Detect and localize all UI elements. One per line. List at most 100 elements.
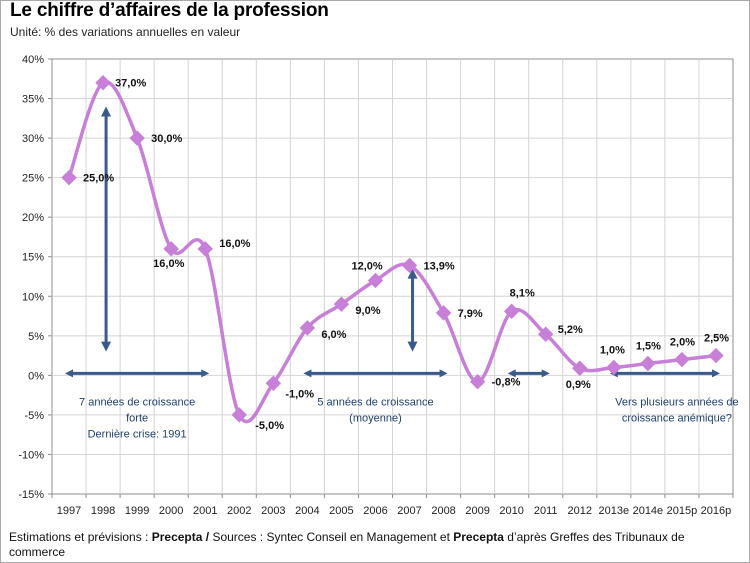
annotation-label: Vers plusieurs années de xyxy=(615,396,739,408)
chart-title: Le chiffre d’affaires de la profession xyxy=(10,0,329,21)
y-tick-label: -10% xyxy=(18,449,44,461)
annotation-arrowhead xyxy=(407,341,418,352)
y-tick-label: -15% xyxy=(18,489,44,501)
data-label: 25,0% xyxy=(83,173,114,185)
data-point xyxy=(640,355,656,372)
x-tick-label: 2013e xyxy=(599,505,630,517)
data-label: 9,0% xyxy=(355,305,380,317)
annotation-arrowhead xyxy=(407,268,418,279)
annotation-arrowhead xyxy=(439,369,448,378)
data-point xyxy=(503,303,520,320)
data-label: 1,0% xyxy=(600,344,625,356)
x-tick-label: 1997 xyxy=(57,505,81,517)
annotation-arrowhead xyxy=(101,106,112,117)
data-point xyxy=(572,360,588,376)
data-point xyxy=(299,320,316,336)
x-tick-label: 2014e xyxy=(633,505,664,517)
data-label: -1,0% xyxy=(285,388,314,400)
footer-slash: / xyxy=(202,530,213,544)
annotation-arrowhead xyxy=(65,369,74,378)
annotation-label: forte xyxy=(126,412,148,424)
data-label: 6,0% xyxy=(321,329,346,341)
data-point xyxy=(674,351,690,368)
x-tick-label: 2010 xyxy=(499,505,523,517)
y-tick-label: 35% xyxy=(22,94,44,106)
x-tick-label: 2016p xyxy=(701,505,732,517)
x-tick-label: 1999 xyxy=(125,505,149,517)
x-tick-label: 2009 xyxy=(465,505,489,517)
annotation-arrowhead xyxy=(507,369,516,378)
annotation-arrowhead xyxy=(101,341,112,352)
annotation-arrowhead xyxy=(201,369,210,378)
x-tick-label: 2001 xyxy=(193,505,217,517)
data-point xyxy=(606,359,622,376)
data-point xyxy=(367,272,384,289)
data-point xyxy=(197,241,213,257)
data-label: 0,9% xyxy=(566,379,591,391)
y-tick-label: 30% xyxy=(22,133,44,145)
footer-greffes-label: d’après Greffes des Tribunaux de commerc… xyxy=(9,530,685,559)
x-tick-label: 2007 xyxy=(397,505,421,517)
data-label: 37,0% xyxy=(115,78,146,90)
x-tick-label: 1998 xyxy=(91,505,115,517)
x-tick-label: 2012 xyxy=(568,505,592,517)
data-label: 8,1% xyxy=(510,287,535,299)
data-label: -5,0% xyxy=(255,420,284,432)
data-point xyxy=(435,305,452,321)
y-tick-label: 20% xyxy=(22,212,44,224)
x-tick-label: 2015p xyxy=(667,505,698,517)
annotation-arrowhead xyxy=(541,369,550,378)
data-label: 13,9% xyxy=(424,260,455,272)
y-tick-label: -5% xyxy=(24,410,44,422)
data-label: 1,5% xyxy=(636,341,661,353)
y-tick-label: 5% xyxy=(28,331,44,343)
annotation-label: croissance anémique? xyxy=(622,412,732,424)
annotation-label: 7 années de croissance xyxy=(79,396,195,408)
chart-subtitle: Unité: % des variations annuelles en val… xyxy=(10,25,241,39)
x-tick-label: 2002 xyxy=(227,505,251,517)
data-point xyxy=(163,241,179,257)
data-point xyxy=(469,373,486,390)
data-label: 7,9% xyxy=(458,308,483,320)
annotation-label: 5 années de croissance xyxy=(317,396,433,408)
data-point xyxy=(265,375,282,391)
footer-estimates-label: Estimations et prévisions : xyxy=(9,530,152,544)
annotation-label: Dernière crise: 1991 xyxy=(88,428,187,440)
data-point xyxy=(231,407,247,423)
footer-precepta-2: Precepta xyxy=(453,530,504,544)
x-tick-label: 2011 xyxy=(534,505,558,517)
data-label: 30,0% xyxy=(151,133,182,145)
data-label: 2,0% xyxy=(670,337,695,349)
data-label: 12,0% xyxy=(351,260,382,272)
data-label: 16,0% xyxy=(153,258,184,270)
x-tick-label: 2006 xyxy=(363,505,387,517)
x-tick-label: 2008 xyxy=(431,505,455,517)
data-point xyxy=(61,169,77,186)
x-tick-label: 2003 xyxy=(261,505,285,517)
x-tick-label: 2005 xyxy=(329,505,353,517)
data-point xyxy=(95,75,111,91)
y-tick-label: 40% xyxy=(22,54,44,66)
y-tick-label: 25% xyxy=(22,173,44,185)
annotation-arrowhead xyxy=(303,369,312,378)
data-label: 5,2% xyxy=(558,324,583,336)
annotation-arrowhead xyxy=(711,369,720,378)
data-point xyxy=(401,257,418,274)
data-point xyxy=(129,130,145,146)
data-point xyxy=(538,326,554,342)
data-point xyxy=(708,347,724,364)
y-tick-label: 0% xyxy=(28,370,44,382)
data-label: 2,5% xyxy=(704,333,729,345)
data-label: 16,0% xyxy=(219,238,250,250)
source-footer: Estimations et prévisions : Precepta / S… xyxy=(9,530,709,560)
y-tick-label: 10% xyxy=(22,291,44,303)
x-tick-label: 2004 xyxy=(295,505,319,517)
footer-precepta-1: Precepta xyxy=(151,530,203,544)
data-point xyxy=(333,296,350,312)
annotation-label: (moyenne) xyxy=(349,412,402,424)
data-label: -0,8% xyxy=(492,377,521,389)
footer-sources-label: Sources : Syntec Conseil en Management e… xyxy=(212,530,454,544)
y-tick-label: 15% xyxy=(22,252,44,264)
x-tick-label: 2000 xyxy=(159,505,183,517)
